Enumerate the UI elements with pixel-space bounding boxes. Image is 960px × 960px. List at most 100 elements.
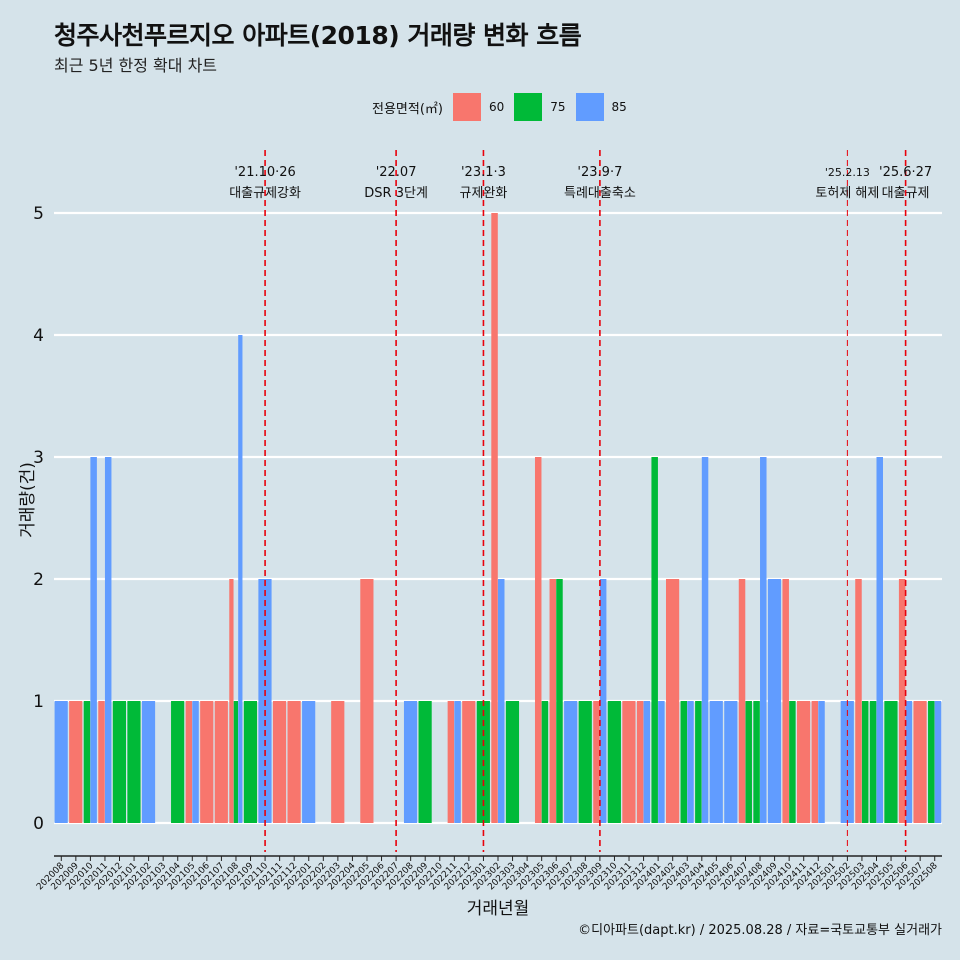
- bar-60-202503: [855, 579, 862, 823]
- bar-75-202404: [695, 701, 702, 823]
- bar-85-202208: [403, 701, 418, 823]
- event-label: 대출규제강화: [229, 186, 301, 201]
- bar-75-202407: [745, 701, 752, 823]
- event-date: '23.9·7: [577, 165, 622, 180]
- bar-60-202306: [549, 579, 557, 823]
- bar-85-202404: [701, 457, 709, 823]
- bar-60-202412: [811, 701, 819, 823]
- bar-85-202403: [687, 701, 694, 823]
- legend-label-75: 75: [550, 100, 566, 114]
- bar-85-202211: [454, 701, 461, 823]
- y-tick-label: 5: [33, 204, 44, 224]
- legend-key-60: [452, 93, 481, 121]
- bar-75-202310: [607, 701, 621, 823]
- bar-85-202309: [599, 579, 607, 823]
- legend-key-85: [575, 93, 604, 121]
- event-label: 대출규제: [882, 186, 930, 201]
- event-label: DSR 3단계: [364, 186, 428, 201]
- bar-60-202507: [913, 701, 927, 823]
- bar-60-202009: [69, 701, 83, 823]
- legend-title: 전용면적(㎡): [372, 101, 443, 117]
- bar-85-202412: [818, 701, 825, 823]
- bar-85-202506: [905, 701, 913, 823]
- bar-60-202309: [593, 701, 600, 823]
- bar-75-202010: [83, 701, 91, 823]
- bar-60-202203: [331, 701, 345, 823]
- bar-85-202108: [238, 335, 243, 823]
- bar-75-202508: [928, 701, 935, 823]
- source-caption: ©디아파트(dapt.kr) / 2025.08.28 / 자료=국토교통부 실…: [578, 923, 942, 938]
- legend: 전용면적(㎡) 60 75 85: [372, 92, 627, 122]
- bar-75-202403: [680, 701, 688, 823]
- bar-75-202408: [753, 701, 760, 823]
- bar-85-202312: [643, 701, 651, 823]
- bar-60-202211: [447, 701, 455, 823]
- bar-85-202504: [876, 457, 883, 823]
- bar-75-202410: [789, 701, 796, 823]
- bar-85-202401: [658, 701, 665, 823]
- y-tick-label: 2: [33, 570, 44, 590]
- bar-85-202508: [934, 701, 942, 823]
- chart-subtitle: 최근 5년 한정 확대 차트: [54, 56, 218, 75]
- bar-60-202108: [229, 579, 234, 823]
- y-tick-label: 3: [33, 448, 44, 468]
- bar-60-202111: [272, 701, 287, 823]
- bar-60-202112: [287, 701, 301, 823]
- bar-60-202205: [360, 579, 374, 823]
- event-date: '25.6·27: [879, 165, 932, 180]
- bar-60-202407: [738, 579, 746, 823]
- event-label: 규제완화: [460, 186, 508, 201]
- bar-85-202405: [709, 701, 723, 823]
- bar-85-202408: [760, 457, 767, 823]
- bar-75-202401: [651, 457, 658, 823]
- legend-item-60: 60: [452, 93, 505, 121]
- bar-85-202409: [767, 579, 782, 823]
- y-tick-label: 4: [33, 326, 44, 346]
- event-label: 특례대출축소: [564, 186, 636, 201]
- bar-75-202104: [171, 701, 185, 823]
- bar-75-202012: [112, 701, 127, 823]
- bar-60-202506: [898, 579, 906, 823]
- bar-85-202105: [192, 701, 199, 823]
- bar-60-202402: [665, 579, 680, 823]
- bar-60-202011: [98, 701, 105, 823]
- chart-title: 청주사천푸르지오 아파트(2018) 거래량 변화 흐름: [54, 21, 582, 50]
- bar-85-202011: [104, 457, 112, 823]
- event-label: 토허제 해제: [815, 186, 879, 201]
- bar-60-202105: [185, 701, 193, 823]
- bar-75-202503: [861, 701, 869, 823]
- bar-60-202212: [462, 701, 476, 823]
- legend-key-75: [514, 93, 543, 121]
- event-date: '22.07: [376, 165, 417, 180]
- bar-75-202504: [869, 701, 877, 823]
- bar-85-202307: [564, 701, 578, 823]
- bar-75-202308: [578, 701, 592, 823]
- bar-60-202302: [491, 213, 498, 823]
- bar-85-202010: [90, 457, 97, 823]
- event-date: '25.2.13: [825, 166, 870, 179]
- bar-75-202209: [418, 701, 432, 823]
- bar-75-202305: [541, 701, 549, 823]
- bar-75-202101: [127, 701, 141, 823]
- event-date: '21.10·26: [234, 165, 295, 180]
- y-tick-label: 0: [33, 814, 44, 834]
- legend-item-85: 85: [575, 93, 627, 121]
- bar-85-202102: [141, 701, 156, 823]
- bar-60-202411: [797, 701, 811, 823]
- bar-60-202312: [636, 701, 644, 823]
- bar-60-202107: [214, 701, 228, 823]
- x-axis-title: 거래년월: [467, 899, 530, 919]
- bar-60-202305: [534, 457, 542, 823]
- bar-60-202106: [200, 701, 214, 823]
- bar-85-202201: [302, 701, 316, 823]
- bar-75-202109: [243, 701, 258, 823]
- legend-label-85: 85: [611, 100, 627, 114]
- bar-85-202302: [498, 579, 505, 823]
- y-tick-label: 1: [33, 692, 44, 712]
- bar-85-202008: [54, 701, 68, 823]
- bar-75-202303: [505, 701, 520, 823]
- legend-label-60: 60: [488, 100, 505, 114]
- bar-75-202108: [233, 701, 238, 823]
